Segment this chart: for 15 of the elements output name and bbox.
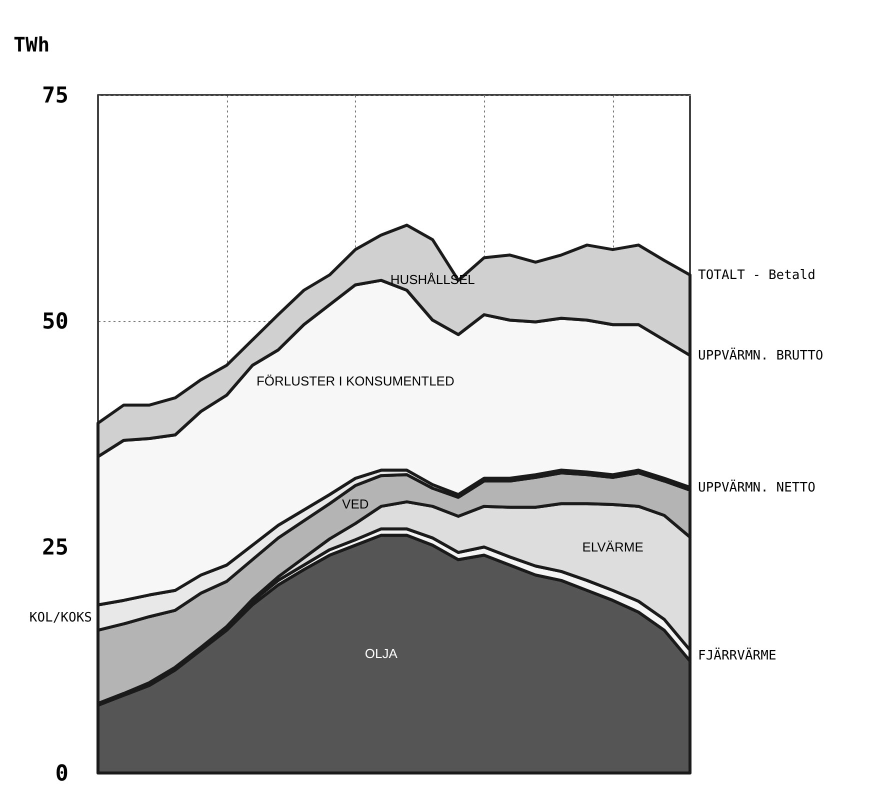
- y-tick-label: 50: [42, 310, 68, 334]
- y-tick-label: 0: [55, 762, 68, 786]
- y-axis-title: TWh: [14, 32, 50, 56]
- series-label: FJÄRRVÄRME: [698, 647, 776, 664]
- series-label: KOL/KOKS: [29, 610, 92, 626]
- series-label: FÖRLUSTER I KONSUMENTLED: [256, 374, 454, 389]
- series-label: ELVÄRME: [582, 539, 644, 554]
- series-label: HUSHÅLLSEL: [390, 272, 475, 287]
- text: UPPVÄRMN. BRUTTO: [698, 347, 824, 364]
- text: UPPVÄRMN. NETTO: [698, 479, 816, 496]
- series-label: VED: [342, 496, 369, 512]
- series-label: OLJA: [364, 646, 398, 662]
- y-tick-label: 75: [42, 84, 68, 108]
- text: TOTALT - Betald: [698, 268, 816, 283]
- y-tick-label: 25: [42, 536, 68, 560]
